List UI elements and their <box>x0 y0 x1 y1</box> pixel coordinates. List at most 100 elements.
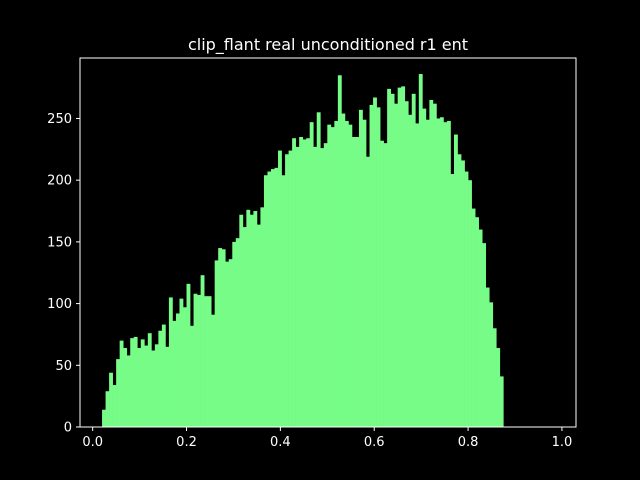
histogram-bar <box>102 409 106 427</box>
histogram-bar <box>418 74 423 427</box>
histogram-bar <box>278 150 282 427</box>
histogram-bar <box>302 139 307 427</box>
histogram-bar <box>123 348 128 427</box>
histogram-bar <box>225 261 230 427</box>
histogram-bar <box>401 86 406 427</box>
histogram-bar <box>105 391 110 427</box>
histogram-bar <box>263 175 268 427</box>
histogram-bar <box>464 171 469 427</box>
x-tick-label: 0.2 <box>176 435 197 450</box>
chart-title: clip_flant real unconditioned r1 ent <box>188 35 468 55</box>
histogram-bar <box>376 107 381 428</box>
histogram-bar <box>168 297 173 427</box>
histogram-bar <box>306 138 311 427</box>
histogram-bar <box>492 328 497 427</box>
histogram-bar <box>144 345 149 427</box>
histogram-bar <box>432 103 437 427</box>
histogram-bar <box>415 123 420 427</box>
y-tick-label: 100 <box>47 297 72 312</box>
histogram-bar <box>260 207 265 427</box>
histogram-bar <box>348 124 353 427</box>
histogram-bar <box>323 143 328 427</box>
y-axis: 0 50 100 150 200 250 <box>47 112 80 436</box>
histogram-bar <box>256 224 261 427</box>
histogram-bar <box>341 113 346 427</box>
histogram-bar <box>186 283 191 427</box>
histogram-bar <box>411 93 416 427</box>
histogram-bar <box>355 136 360 428</box>
histogram-bar <box>235 238 240 427</box>
histogram-bar <box>249 214 254 427</box>
histogram-bar <box>204 296 208 427</box>
histogram-bar <box>190 325 194 427</box>
histogram-bar <box>183 307 187 427</box>
histogram-bar <box>175 313 180 427</box>
histogram-bar <box>274 167 279 427</box>
histogram-bar <box>471 208 476 427</box>
histogram-bar <box>130 338 135 427</box>
histogram-bar <box>218 248 223 427</box>
histogram-bar <box>320 148 325 427</box>
y-tick-label: 0 <box>64 421 72 436</box>
histogram-bar <box>344 120 349 427</box>
histogram-bar <box>161 324 166 427</box>
histogram-bar <box>285 154 289 427</box>
histogram-bar <box>151 350 156 427</box>
histogram-bar <box>316 112 321 428</box>
histogram-bar <box>496 348 501 427</box>
histogram-bar <box>133 336 138 427</box>
histogram-bar <box>439 117 444 428</box>
x-tick-label: 0.8 <box>458 435 479 450</box>
histogram-bar <box>109 372 113 427</box>
histogram-bar <box>436 118 441 427</box>
histogram-bar <box>126 355 131 427</box>
histogram-bar <box>337 75 342 427</box>
y-tick-label: 200 <box>47 174 72 189</box>
histogram-bar <box>232 241 237 427</box>
histogram-bar <box>309 122 314 428</box>
histogram-bar <box>214 260 219 427</box>
histogram-bar <box>330 127 335 428</box>
histogram-bar <box>453 134 458 427</box>
histogram-bar <box>299 136 304 428</box>
histogram-bar <box>366 156 370 428</box>
x-tick-label: 0.4 <box>270 435 291 450</box>
histogram-bar <box>267 171 272 427</box>
histogram-bar <box>137 348 142 427</box>
histogram-bar <box>179 298 184 427</box>
x-axis: 0.0 0.2 0.4 0.6 0.8 1.0 <box>82 427 572 450</box>
histogram-bar <box>468 180 472 427</box>
histogram-bar <box>351 136 356 428</box>
histogram-bar <box>193 293 198 427</box>
histogram-bar <box>387 88 391 427</box>
histogram-bar <box>334 120 339 427</box>
y-tick-label: 50 <box>55 359 72 374</box>
histogram-bar <box>165 346 170 427</box>
histogram-bar <box>404 101 409 427</box>
histogram-bar <box>425 119 430 428</box>
histogram-bar <box>239 214 244 427</box>
y-tick-label: 250 <box>47 112 72 127</box>
histogram-bar <box>147 333 152 427</box>
histogram-bar <box>158 330 163 427</box>
histogram-bar <box>200 275 205 427</box>
histogram-bar <box>313 146 318 428</box>
histogram-bar <box>253 211 258 427</box>
histogram-bar <box>154 344 159 427</box>
histogram-bar <box>207 296 212 427</box>
histogram-bars <box>102 74 504 428</box>
histogram-bar <box>380 140 384 427</box>
y-tick-label: 150 <box>47 235 72 250</box>
histogram-bar <box>270 169 275 427</box>
histogram-bar <box>485 287 490 427</box>
x-tick-label: 0.0 <box>82 435 103 450</box>
histogram-bar <box>116 359 120 427</box>
histogram-bar <box>112 385 117 427</box>
histogram-bar <box>228 259 233 427</box>
histogram-bar <box>292 138 296 427</box>
histogram-bar <box>450 174 455 427</box>
histogram-bar <box>443 122 448 428</box>
histogram-bar <box>140 339 145 427</box>
histogram-bar <box>499 376 504 427</box>
